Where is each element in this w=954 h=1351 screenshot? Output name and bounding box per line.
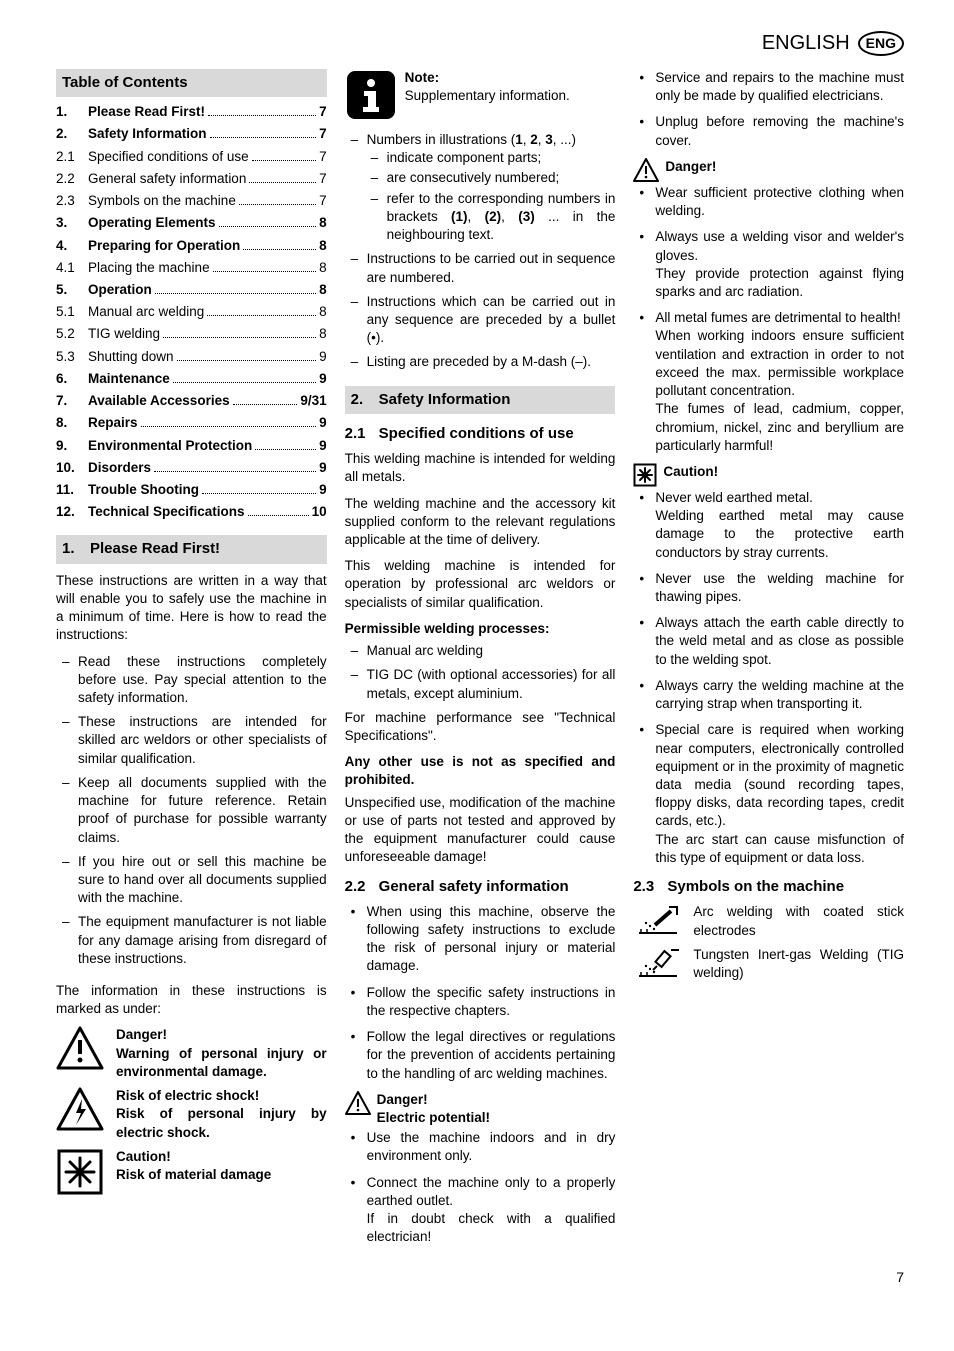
tig-welding-icon <box>633 946 685 982</box>
toc-row: 3.Operating Elements8 <box>56 214 327 232</box>
toc-row: 2.1Specified conditions of use7 <box>56 148 327 166</box>
toc-row: 2.Safety Information7 <box>56 125 327 143</box>
danger-block: Danger! Warning of personal injury or en… <box>56 1026 327 1081</box>
toc-row: 6.Maintenance9 <box>56 370 327 388</box>
danger-icon <box>56 1026 108 1081</box>
s1-p2: The information in these instructions is… <box>56 982 327 1018</box>
toc-row: 8.Repairs9 <box>56 414 327 432</box>
column-3: Service and repairs to the machine must … <box>633 69 904 1254</box>
section-2-2-header: 2.2General safety information <box>345 877 616 897</box>
language-header: ENGLISH ENG <box>56 30 904 57</box>
toc-row: 9.Environmental Protection9 <box>56 437 327 455</box>
language-badge: ENG <box>858 31 904 56</box>
toc-header: Table of Contents <box>56 69 327 97</box>
toc: 1.Please Read First!7 2.Safety Informatio… <box>56 103 327 521</box>
toc-row: 4.1Placing the machine8 <box>56 259 327 277</box>
arc-welding-icon <box>633 903 685 939</box>
caution-icon <box>56 1148 108 1196</box>
toc-row: 2.2General safety information7 <box>56 170 327 188</box>
note-block: Note: Supplementary information. <box>345 69 616 121</box>
toc-row: 12.Technical Specifications10 <box>56 503 327 521</box>
toc-row: 4.Preparing for Operation8 <box>56 237 327 255</box>
symbol-tig: Tungsten Inert-gas Welding (TIG welding) <box>633 946 904 982</box>
warning-icon <box>633 158 659 182</box>
section-2-3-header: 2.3Symbols on the machine <box>633 877 904 897</box>
column-1: Table of Contents 1.Please Read First!7 2… <box>56 69 327 1254</box>
caution-2-header: Caution! <box>633 463 904 487</box>
shock-icon <box>56 1087 108 1142</box>
toc-row: 5.1Manual arc welding8 <box>56 303 327 321</box>
toc-row: 11.Trouble Shooting9 <box>56 481 327 499</box>
caution-icon <box>633 463 657 487</box>
toc-row: 10.Disorders9 <box>56 459 327 477</box>
column-2: Note: Supplementary information. Numbers… <box>345 69 616 1254</box>
section-2-1-header: 2.1Specified conditions of use <box>345 424 616 444</box>
danger-electric-header: Danger! Electric potential! <box>345 1091 616 1127</box>
shock-block: Risk of electric shock! Risk of personal… <box>56 1087 327 1142</box>
toc-row: 2.3Symbols on the machine7 <box>56 192 327 210</box>
s1-list: Read these instructions completely befor… <box>56 653 327 969</box>
section-1-header: 1.Please Read First! <box>56 535 327 563</box>
page-number: 7 <box>896 1268 904 1287</box>
warning-icon <box>345 1091 371 1115</box>
toc-row: 5.3Shutting down9 <box>56 348 327 366</box>
toc-row: 5.2TIG welding8 <box>56 325 327 343</box>
symbol-arc: Arc welding with coated stick electrodes <box>633 903 904 939</box>
s1-p1: These instructions are written in a way … <box>56 572 327 645</box>
toc-row: 5.Operation8 <box>56 281 327 299</box>
col2-list: Numbers in illustrations (1, 2, 3, ...) … <box>345 131 616 372</box>
caution-block: Caution! Risk of material damage <box>56 1148 327 1196</box>
note-icon <box>345 69 397 121</box>
toc-row: 1.Please Read First!7 <box>56 103 327 121</box>
toc-row: 7.Available Accessories9/31 <box>56 392 327 410</box>
language-text: ENGLISH <box>762 30 850 57</box>
danger-2-header: Danger! <box>633 158 904 182</box>
section-2-header: 2.Safety Information <box>345 386 616 414</box>
